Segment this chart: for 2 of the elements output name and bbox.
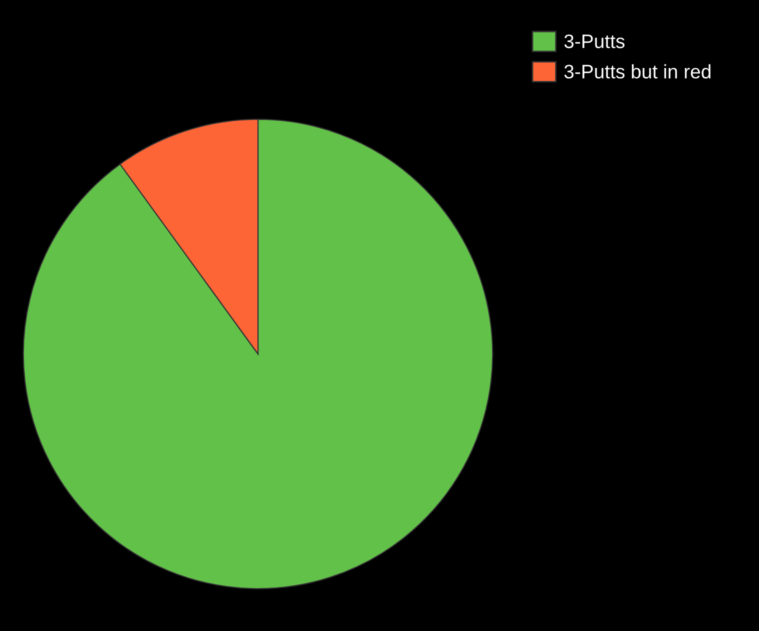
legend-label: 3-Putts but in red xyxy=(564,64,710,79)
legend-label: 3-Putts xyxy=(564,34,625,48)
